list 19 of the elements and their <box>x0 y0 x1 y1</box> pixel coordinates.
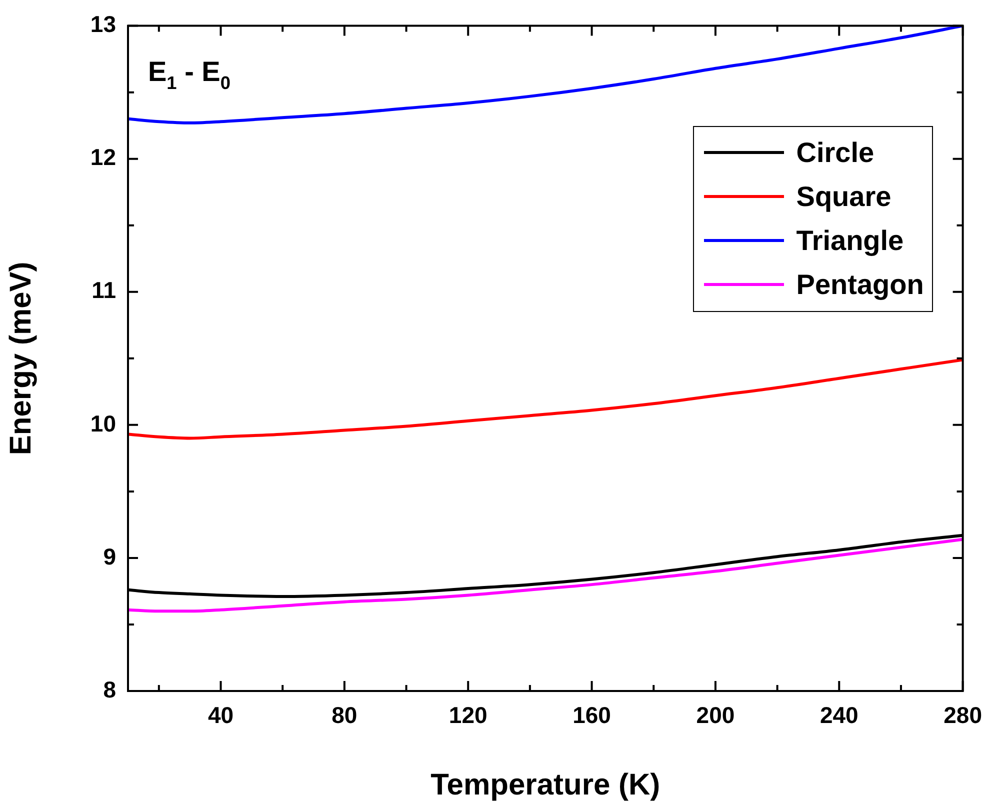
legend-label: Pentagon <box>796 268 924 301</box>
y-tick-label: 8 <box>103 676 116 702</box>
x-tick-label: 200 <box>696 702 735 728</box>
x-tick-label: 240 <box>820 702 858 728</box>
legend-label: Circle <box>796 136 874 169</box>
x-tick-label: 280 <box>944 702 982 728</box>
x-tick-label: 80 <box>332 702 358 728</box>
x-tick-label: 40 <box>208 702 234 728</box>
x-axis-title: Temperature (K) <box>430 768 660 802</box>
y-axis-title: Energy (meV) <box>4 262 38 456</box>
y-tick-label: 10 <box>90 410 116 436</box>
y-tick-label: 12 <box>90 144 116 170</box>
legend-label: Square <box>796 180 892 213</box>
x-tick-label: 120 <box>448 702 488 728</box>
y-tick-label: 9 <box>103 543 116 570</box>
legend-label: Triangle <box>796 224 904 257</box>
x-tick-label: 160 <box>572 702 611 728</box>
y-tick-label: 11 <box>92 277 116 304</box>
y-tick-label: 13 <box>90 11 116 38</box>
